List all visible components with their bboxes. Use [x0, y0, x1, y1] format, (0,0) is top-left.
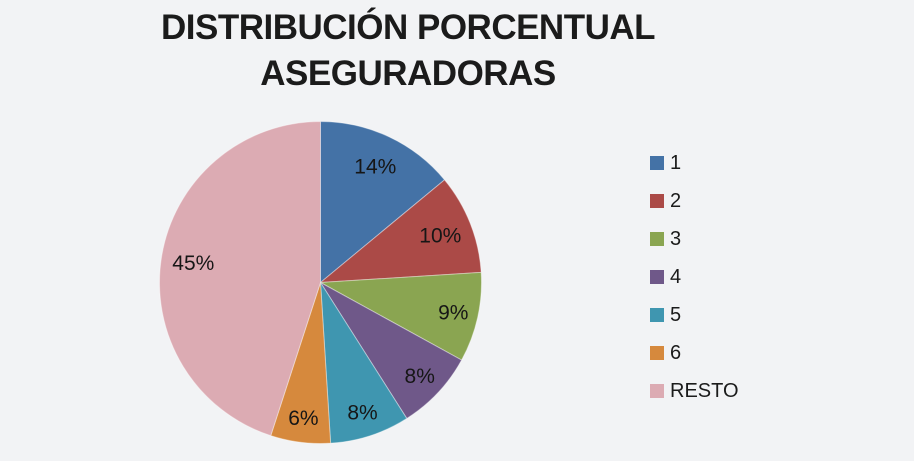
legend-swatch-2 [650, 194, 664, 208]
legend-label-5: 5 [670, 303, 682, 326]
pie-slice-label-RESTO: 45% [172, 252, 214, 275]
legend-swatch-5 [650, 308, 664, 322]
legend-swatch-3 [650, 232, 664, 246]
chart-title-line2: ASEGURADORAS [260, 54, 556, 93]
pie-slice-2 [318, 179, 482, 284]
legend-label-RESTO: RESTO [670, 379, 739, 402]
pie-slice-4 [320, 282, 463, 420]
legend-item-1: 1 [650, 151, 739, 174]
chart-title: DISTRIBUCIÓN PORCENTUAL ASEGURADORAS [138, 5, 678, 97]
chart-legend: 1 2 3 4 5 6 RESTO [650, 151, 739, 402]
legend-item-6: 6 [650, 341, 739, 364]
legend-swatch-4 [650, 270, 664, 284]
chart-title-line1: DISTRIBUCIÓN PORCENTUAL [160, 8, 656, 47]
legend-item-2: 2 [650, 189, 739, 212]
legend-item-5: 5 [650, 303, 739, 326]
pie-slice-label-6: 6% [288, 407, 318, 430]
legend-label-2: 2 [670, 189, 682, 212]
legend-label-4: 4 [670, 265, 682, 288]
pie-slice-3 [318, 271, 482, 361]
pie-slice-label-4: 8% [405, 365, 435, 388]
pie-slice-label-1: 14% [354, 155, 396, 178]
pie-slice-6 [270, 282, 332, 444]
pie-slice-1 [320, 120, 446, 284]
legend-swatch-1 [650, 156, 664, 170]
legend-item-3: 3 [650, 227, 739, 250]
legend-swatch-RESTO [650, 384, 664, 398]
legend-label-6: 6 [670, 341, 682, 364]
pie-slice-RESTO [159, 120, 321, 437]
legend-item-RESTO: RESTO [650, 379, 739, 402]
pie-slice-label-3: 9% [438, 302, 468, 325]
legend-swatch-6 [650, 346, 664, 360]
legend-label-1: 1 [670, 151, 682, 174]
legend-label-3: 3 [670, 227, 682, 250]
pie-slice-label-5: 8% [347, 401, 377, 424]
pie-slice-5 [320, 282, 408, 444]
legend-item-4: 4 [650, 265, 739, 288]
pie-slice-label-2: 10% [419, 224, 461, 247]
